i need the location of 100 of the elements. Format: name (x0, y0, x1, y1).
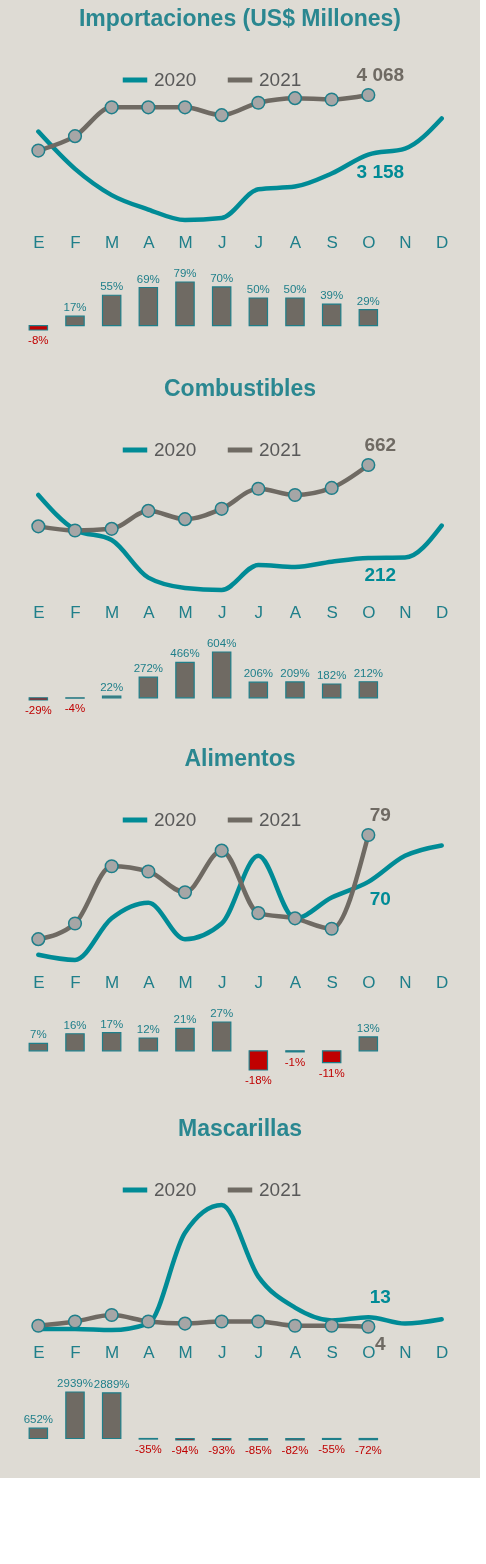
data-label: 55% (100, 280, 124, 293)
x-tick-label: O (362, 1342, 376, 1362)
data-label: 17% (100, 1017, 124, 1030)
x-tick-label: N (399, 1342, 412, 1362)
x-tick-label: J (254, 972, 264, 992)
bar (358, 1036, 379, 1052)
bar (285, 681, 305, 699)
data-label: 70% (210, 271, 234, 284)
bar (101, 294, 122, 327)
data-label: 2889% (93, 1377, 130, 1390)
data-label: -72% (354, 1443, 382, 1456)
x-tick-label: J (254, 1342, 264, 1362)
x-tick-label: N (399, 972, 412, 992)
x-tick-label: A (289, 972, 302, 992)
bar (321, 683, 342, 699)
legend-label: 2020 (154, 439, 197, 460)
data-label: 212% (353, 666, 384, 679)
data-label: 50% (283, 283, 307, 295)
data-label: 466% (170, 647, 200, 660)
bar (211, 1021, 232, 1052)
bar (285, 297, 305, 327)
bar (138, 1037, 159, 1052)
legend-label: 2020 (154, 1179, 197, 1200)
x-tick-label: M (178, 1342, 193, 1362)
x-tick-label: E (33, 972, 45, 992)
x-tick-label: O (362, 602, 376, 622)
data-label: 17% (63, 301, 87, 314)
bar (28, 324, 49, 331)
data-label: 39% (320, 289, 344, 302)
x-tick-label: E (33, 1342, 45, 1362)
data-label: 2939% (57, 1377, 93, 1389)
data-label: 662 (364, 434, 397, 455)
bar (358, 308, 379, 327)
x-tick-label: S (326, 972, 338, 992)
legend-label: 2020 (154, 69, 197, 90)
x-tick-label: M (105, 972, 120, 992)
chart-title: Alimentos (184, 745, 296, 771)
data-label: -11% (318, 1066, 345, 1079)
x-tick-label: D (436, 972, 449, 992)
x-tick-label: F (70, 602, 81, 622)
bar (28, 697, 49, 701)
bar (175, 281, 195, 327)
data-label: 182% (316, 669, 347, 681)
legend-label: 2021 (259, 809, 302, 830)
data-label: 21% (173, 1013, 197, 1026)
x-tick-label: A (143, 1342, 156, 1362)
data-label: 50% (246, 283, 270, 295)
x-tick-label: O (362, 972, 376, 992)
chart-title: Combustibles (163, 375, 317, 401)
x-tick-label: A (289, 602, 302, 622)
bar (138, 676, 159, 699)
x-tick-label: D (436, 232, 449, 252)
bar (248, 297, 269, 327)
bar (28, 1427, 49, 1440)
x-tick-label: J (217, 972, 227, 992)
chart-title: Importaciones (US$ Millones) (78, 5, 402, 31)
bar (101, 1032, 122, 1052)
bar (358, 681, 379, 699)
data-label: 206% (243, 667, 274, 680)
x-tick-label: J (254, 232, 264, 252)
data-label: 69% (136, 272, 160, 285)
data-label: -35% (134, 1443, 162, 1456)
data-label: -93% (208, 1443, 236, 1456)
x-tick-label: M (178, 972, 193, 992)
x-tick-label: J (217, 232, 227, 252)
data-label: -82% (281, 1443, 309, 1456)
x-tick-label: D (436, 1342, 449, 1362)
bar (211, 286, 232, 327)
x-tick-label: M (178, 602, 193, 622)
x-tick-label: N (399, 602, 412, 622)
data-label: -55% (318, 1443, 346, 1456)
bar (138, 286, 159, 327)
data-label: 16% (63, 1018, 87, 1031)
x-tick-label: M (105, 1342, 120, 1362)
data-label: 212 (364, 563, 397, 585)
x-tick-label: N (399, 232, 412, 252)
x-tick-label: D (436, 602, 449, 622)
data-label: 7% (30, 1028, 47, 1041)
data-label: -18% (244, 1074, 272, 1086)
data-label: 79 (369, 804, 391, 825)
data-label: 29% (356, 294, 380, 307)
bar (321, 1050, 342, 1064)
legend-label: 2021 (259, 69, 302, 90)
data-label: -8% (28, 334, 49, 346)
data-label: 4 068 (356, 64, 405, 85)
data-label: -94% (171, 1444, 199, 1456)
data-label: 604% (206, 637, 237, 649)
bar (65, 1391, 85, 1440)
x-tick-label: A (143, 602, 156, 622)
data-label: 70 (369, 887, 391, 909)
point (287, 911, 303, 926)
data-label: 27% (210, 1007, 234, 1019)
data-label: 79% (173, 267, 197, 279)
data-label: 3 158 (356, 160, 405, 182)
data-label: -4% (64, 702, 86, 715)
x-tick-label: A (289, 232, 302, 252)
data-label: -1% (284, 1055, 306, 1068)
bar (65, 1033, 85, 1052)
x-tick-label: M (178, 232, 193, 252)
data-label: 652% (23, 1413, 54, 1426)
